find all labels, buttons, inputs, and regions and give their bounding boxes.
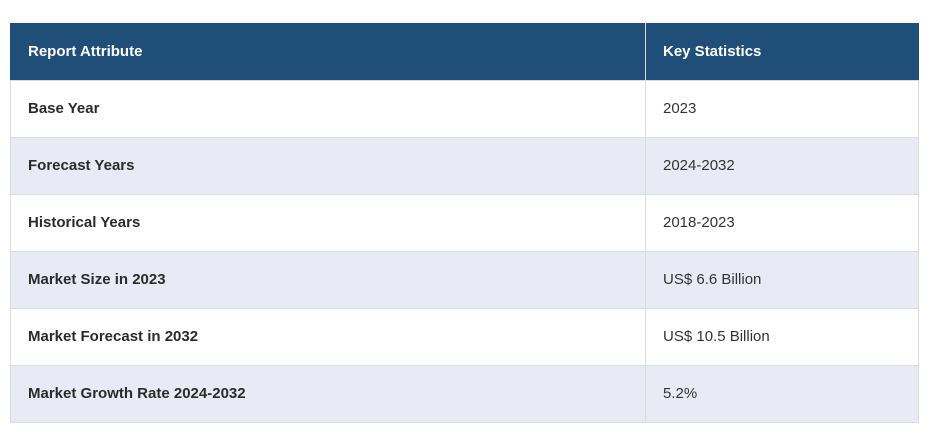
column-header-report-attribute: Report Attribute [10,23,646,81]
table-row: Historical Years 2018-2023 [10,193,919,252]
row-attribute-cell: Historical Years [10,193,646,252]
row-attribute-cell: Market Forecast in 2032 [10,307,646,366]
table-row: Market Growth Rate 2024-2032 5.2% [10,364,919,423]
row-attribute-cell: Market Growth Rate 2024-2032 [10,364,646,423]
table-row: Base Year 2023 [10,79,919,138]
table-row: Market Forecast in 2032 US$ 10.5 Billion [10,307,919,366]
column-header-key-statistics: Key Statistics [645,23,919,81]
report-table-container: Report Attribute Key Statistics Base Yea… [10,23,919,423]
table-row: Market Size in 2023 US$ 6.6 Billion [10,250,919,309]
row-value-cell: US$ 10.5 Billion [645,307,919,366]
report-attributes-table: Report Attribute Key Statistics Base Yea… [10,23,919,423]
row-value-cell: US$ 6.6 Billion [645,250,919,309]
row-attribute-cell: Forecast Years [10,136,646,195]
row-value-cell: 2023 [645,79,919,138]
table-row: Forecast Years 2024-2032 [10,136,919,195]
row-attribute-cell: Market Size in 2023 [10,250,646,309]
row-value-cell: 2024-2032 [645,136,919,195]
row-value-cell: 2018-2023 [645,193,919,252]
row-attribute-cell: Base Year [10,79,646,138]
row-value-cell: 5.2% [645,364,919,423]
table-header-row: Report Attribute Key Statistics [10,23,919,81]
